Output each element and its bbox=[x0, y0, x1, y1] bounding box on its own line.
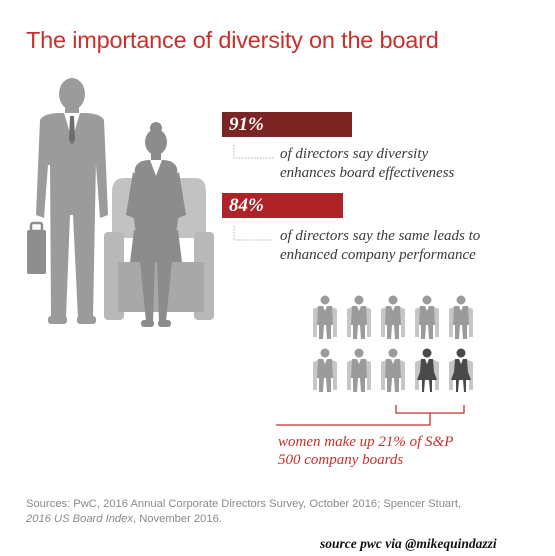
board-seat bbox=[347, 348, 371, 392]
man-tie bbox=[69, 116, 75, 145]
stat-91-text: of directors say diversity enhances boar… bbox=[280, 145, 454, 183]
women-pointer bbox=[276, 413, 431, 426]
stat-84-value: 84% bbox=[229, 195, 264, 216]
sources-index-title: 2016 US Board Index bbox=[26, 513, 133, 525]
connector-84 bbox=[233, 226, 274, 241]
stat-84-text: of directors say the same leads to enhan… bbox=[280, 227, 480, 265]
board-seat bbox=[313, 348, 337, 392]
sources-line1: Sources: PwC, 2016 Annual Corporate Dire… bbox=[26, 498, 462, 510]
board-seat-woman bbox=[415, 348, 439, 392]
women-stat-line1: women make up 21% of S&P bbox=[278, 434, 454, 450]
board-seat bbox=[415, 295, 439, 339]
women-stat-line2: 500 company boards bbox=[278, 452, 404, 468]
stat-91-value: 91% bbox=[229, 114, 264, 135]
board-seat bbox=[381, 348, 405, 392]
stat-91-bar: 91% bbox=[222, 112, 352, 137]
source-credit: source pwc via @mikequindazzi bbox=[320, 536, 497, 551]
board-seat bbox=[449, 295, 473, 339]
women-stat-text: women make up 21% of S&P 500 company boa… bbox=[278, 433, 453, 469]
sources-date: , November 2016. bbox=[132, 513, 222, 525]
board-grid bbox=[313, 295, 473, 392]
board-seat bbox=[313, 295, 337, 339]
woman-collar bbox=[150, 160, 162, 176]
women-bracket bbox=[395, 405, 465, 414]
stat-84-line2: enhanced company performance bbox=[280, 247, 476, 263]
sources-note: Sources: PwC, 2016 Annual Corporate Dire… bbox=[26, 497, 461, 527]
woman-figure bbox=[126, 122, 186, 327]
board-seat-woman bbox=[449, 348, 473, 392]
board-seat bbox=[381, 295, 405, 339]
sources-line2: 2016 US Board Index, November 2016. bbox=[26, 512, 461, 527]
stat-91-line2: enhances board effectiveness bbox=[280, 165, 455, 181]
man-figure bbox=[27, 78, 108, 324]
stat-84-bar: 84% bbox=[222, 193, 343, 218]
connector-91 bbox=[233, 145, 274, 159]
stat-91-line1: of directors say diversity bbox=[280, 146, 429, 162]
stat-84-line1: of directors say the same leads to bbox=[280, 228, 481, 244]
page-title: The importance of diversity on the board bbox=[26, 27, 439, 53]
board-seat bbox=[347, 295, 371, 339]
